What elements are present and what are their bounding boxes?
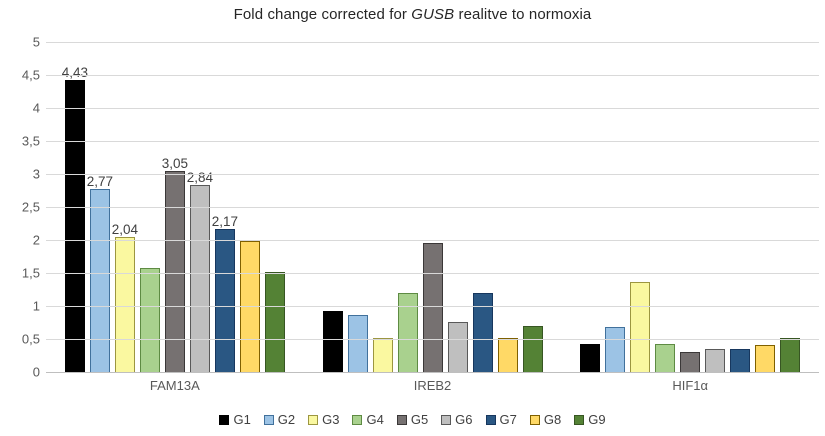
legend-swatch-g8: [529, 414, 540, 425]
legend-item-g1: G1: [219, 412, 251, 427]
legend-item-g4: G4: [352, 412, 384, 427]
chart-title-suffix: realitve to normoxia: [454, 6, 592, 23]
legend-item-g2: G2: [263, 412, 296, 427]
data-label-g2-fam13a: 2,77: [86, 174, 113, 189]
bar-g3-ireb2: [372, 338, 393, 372]
legend-swatch-g4: [352, 414, 363, 425]
legend-label-g1: G1: [233, 412, 251, 427]
y-axis-tick-label: 4: [32, 100, 40, 116]
legend-item-g5: G5: [396, 412, 429, 427]
legend-swatch-g1: [219, 414, 230, 425]
category-label-fam13a: FAM13A: [149, 378, 200, 393]
legend-item-g6: G6: [441, 412, 473, 427]
legend-label-g2: G2: [277, 412, 296, 427]
legend: G1 G2 G3 G4 G5 G6 G7 G8 G9: [0, 412, 825, 427]
bar-g2-hif1a: [605, 327, 626, 372]
legend-label-g5: G5: [410, 412, 429, 427]
bar-g4-ireb2: [397, 293, 418, 372]
bar-g5-ireb2: [422, 243, 443, 372]
y-axis-tick-label: 3,5: [21, 133, 40, 149]
gridline-3: [46, 174, 819, 175]
bar-g6-hif1a: [705, 349, 726, 372]
bar-g1-hif1a: [580, 344, 601, 372]
legend-swatch-g7: [485, 414, 496, 425]
bar-g6-ireb2: [447, 322, 468, 372]
bar-g8-hif1a: [755, 345, 776, 372]
gridline-3-5: [46, 141, 819, 142]
x-axis-category-labels: FAM13A IREB2 HIF1α: [46, 378, 819, 393]
bar-g1-ireb2: [322, 311, 343, 372]
data-label-g6-fam13a: 2,84: [186, 170, 213, 185]
bar-groups: 4,43 2,77 2,04 3,05 2,84 2,17: [46, 42, 819, 372]
bar-g7-ireb2: [472, 293, 493, 372]
plot-area: 4,43 2,77 2,04 3,05 2,84 2,17 5 4,5 4 3,5 3 2,5 2 1,…: [22, 36, 819, 379]
gridline-2: [46, 240, 819, 241]
y-axis-tick-label: 3: [32, 166, 40, 182]
y-axis-tick-label: 5: [32, 34, 40, 50]
gridline-4: [46, 108, 819, 109]
legend-label-g7: G7: [499, 412, 517, 427]
bar-g7-hif1a: [730, 349, 751, 372]
legend-label-g9: G9: [588, 412, 606, 427]
gridline-1: [46, 306, 819, 307]
y-axis-tick-label: 2,5: [21, 199, 40, 215]
gridline-0-5: [46, 339, 819, 340]
bar-g6-fam13a: 2,84: [187, 170, 213, 372]
data-label-g1-fam13a: 4,43: [61, 65, 88, 80]
legend-label-g3: G3: [322, 412, 340, 427]
bar-g4-hif1a: [655, 344, 676, 372]
chart-title-prefix: Fold change corrected for: [233, 6, 412, 23]
gridline-1-5: [46, 273, 819, 274]
gridline-5: [46, 42, 819, 43]
y-axis-tick-label: 0,5: [21, 331, 40, 347]
y-axis-tick-label: 4,5: [21, 67, 40, 83]
category-label-hif1a: HIF1α: [672, 378, 709, 393]
data-label-g3-fam13a: 2,04: [111, 222, 138, 237]
legend-item-g3: G3: [308, 412, 339, 427]
bar-g3-fam13a: 2,04: [112, 222, 138, 372]
bar-g2-ireb2: [347, 315, 368, 372]
bar-g9-fam13a: [264, 272, 285, 372]
bar-g5-fam13a: 3,05: [162, 156, 188, 372]
bar-g7-fam13a: 2,17: [212, 214, 238, 372]
legend-item-g9: G9: [574, 412, 606, 427]
bar-g5-hif1a: [680, 352, 701, 372]
legend-swatch-g2: [263, 414, 274, 425]
legend-label-g8: G8: [543, 412, 562, 427]
y-axis-tick-label: 0: [32, 364, 40, 380]
bar-g9-ireb2: [522, 326, 543, 372]
legend-item-g7: G7: [485, 412, 517, 427]
gridline-4-5: [46, 75, 819, 76]
legend-swatch-g3: [308, 414, 319, 425]
bar-g2-fam13a: 2,77: [87, 174, 113, 372]
bar-g3-hif1a: [630, 282, 651, 372]
legend-label-g6: G6: [455, 412, 473, 427]
legend-swatch-g9: [574, 414, 585, 425]
bar-g4-fam13a: [139, 268, 160, 372]
gridline-2-5: [46, 207, 819, 208]
legend-swatch-g6: [441, 414, 452, 425]
y-axis-tick-label: 2: [32, 232, 40, 248]
bar-g1-fam13a: 4,43: [62, 65, 88, 372]
chart-title: Fold change corrected for GUSB realitve …: [0, 6, 825, 23]
chart-title-gene: GUSB: [411, 6, 455, 23]
bar-g8-ireb2: [497, 338, 518, 372]
bar-group-hif1a: [561, 42, 819, 372]
data-label-g7-fam13a: 2,17: [211, 214, 238, 229]
y-axis-tick-label: 1: [32, 298, 40, 314]
legend-label-g4: G4: [366, 412, 384, 427]
legend-swatch-g5: [396, 414, 407, 425]
y-axis-tick-label: 1,5: [21, 265, 40, 281]
data-label-g5-fam13a: 3,05: [161, 156, 188, 171]
category-label-ireb2: IREB2: [413, 378, 452, 393]
legend-item-g8: G8: [529, 412, 562, 427]
bar-g9-hif1a: [780, 338, 801, 372]
gridline-0: [46, 372, 819, 373]
